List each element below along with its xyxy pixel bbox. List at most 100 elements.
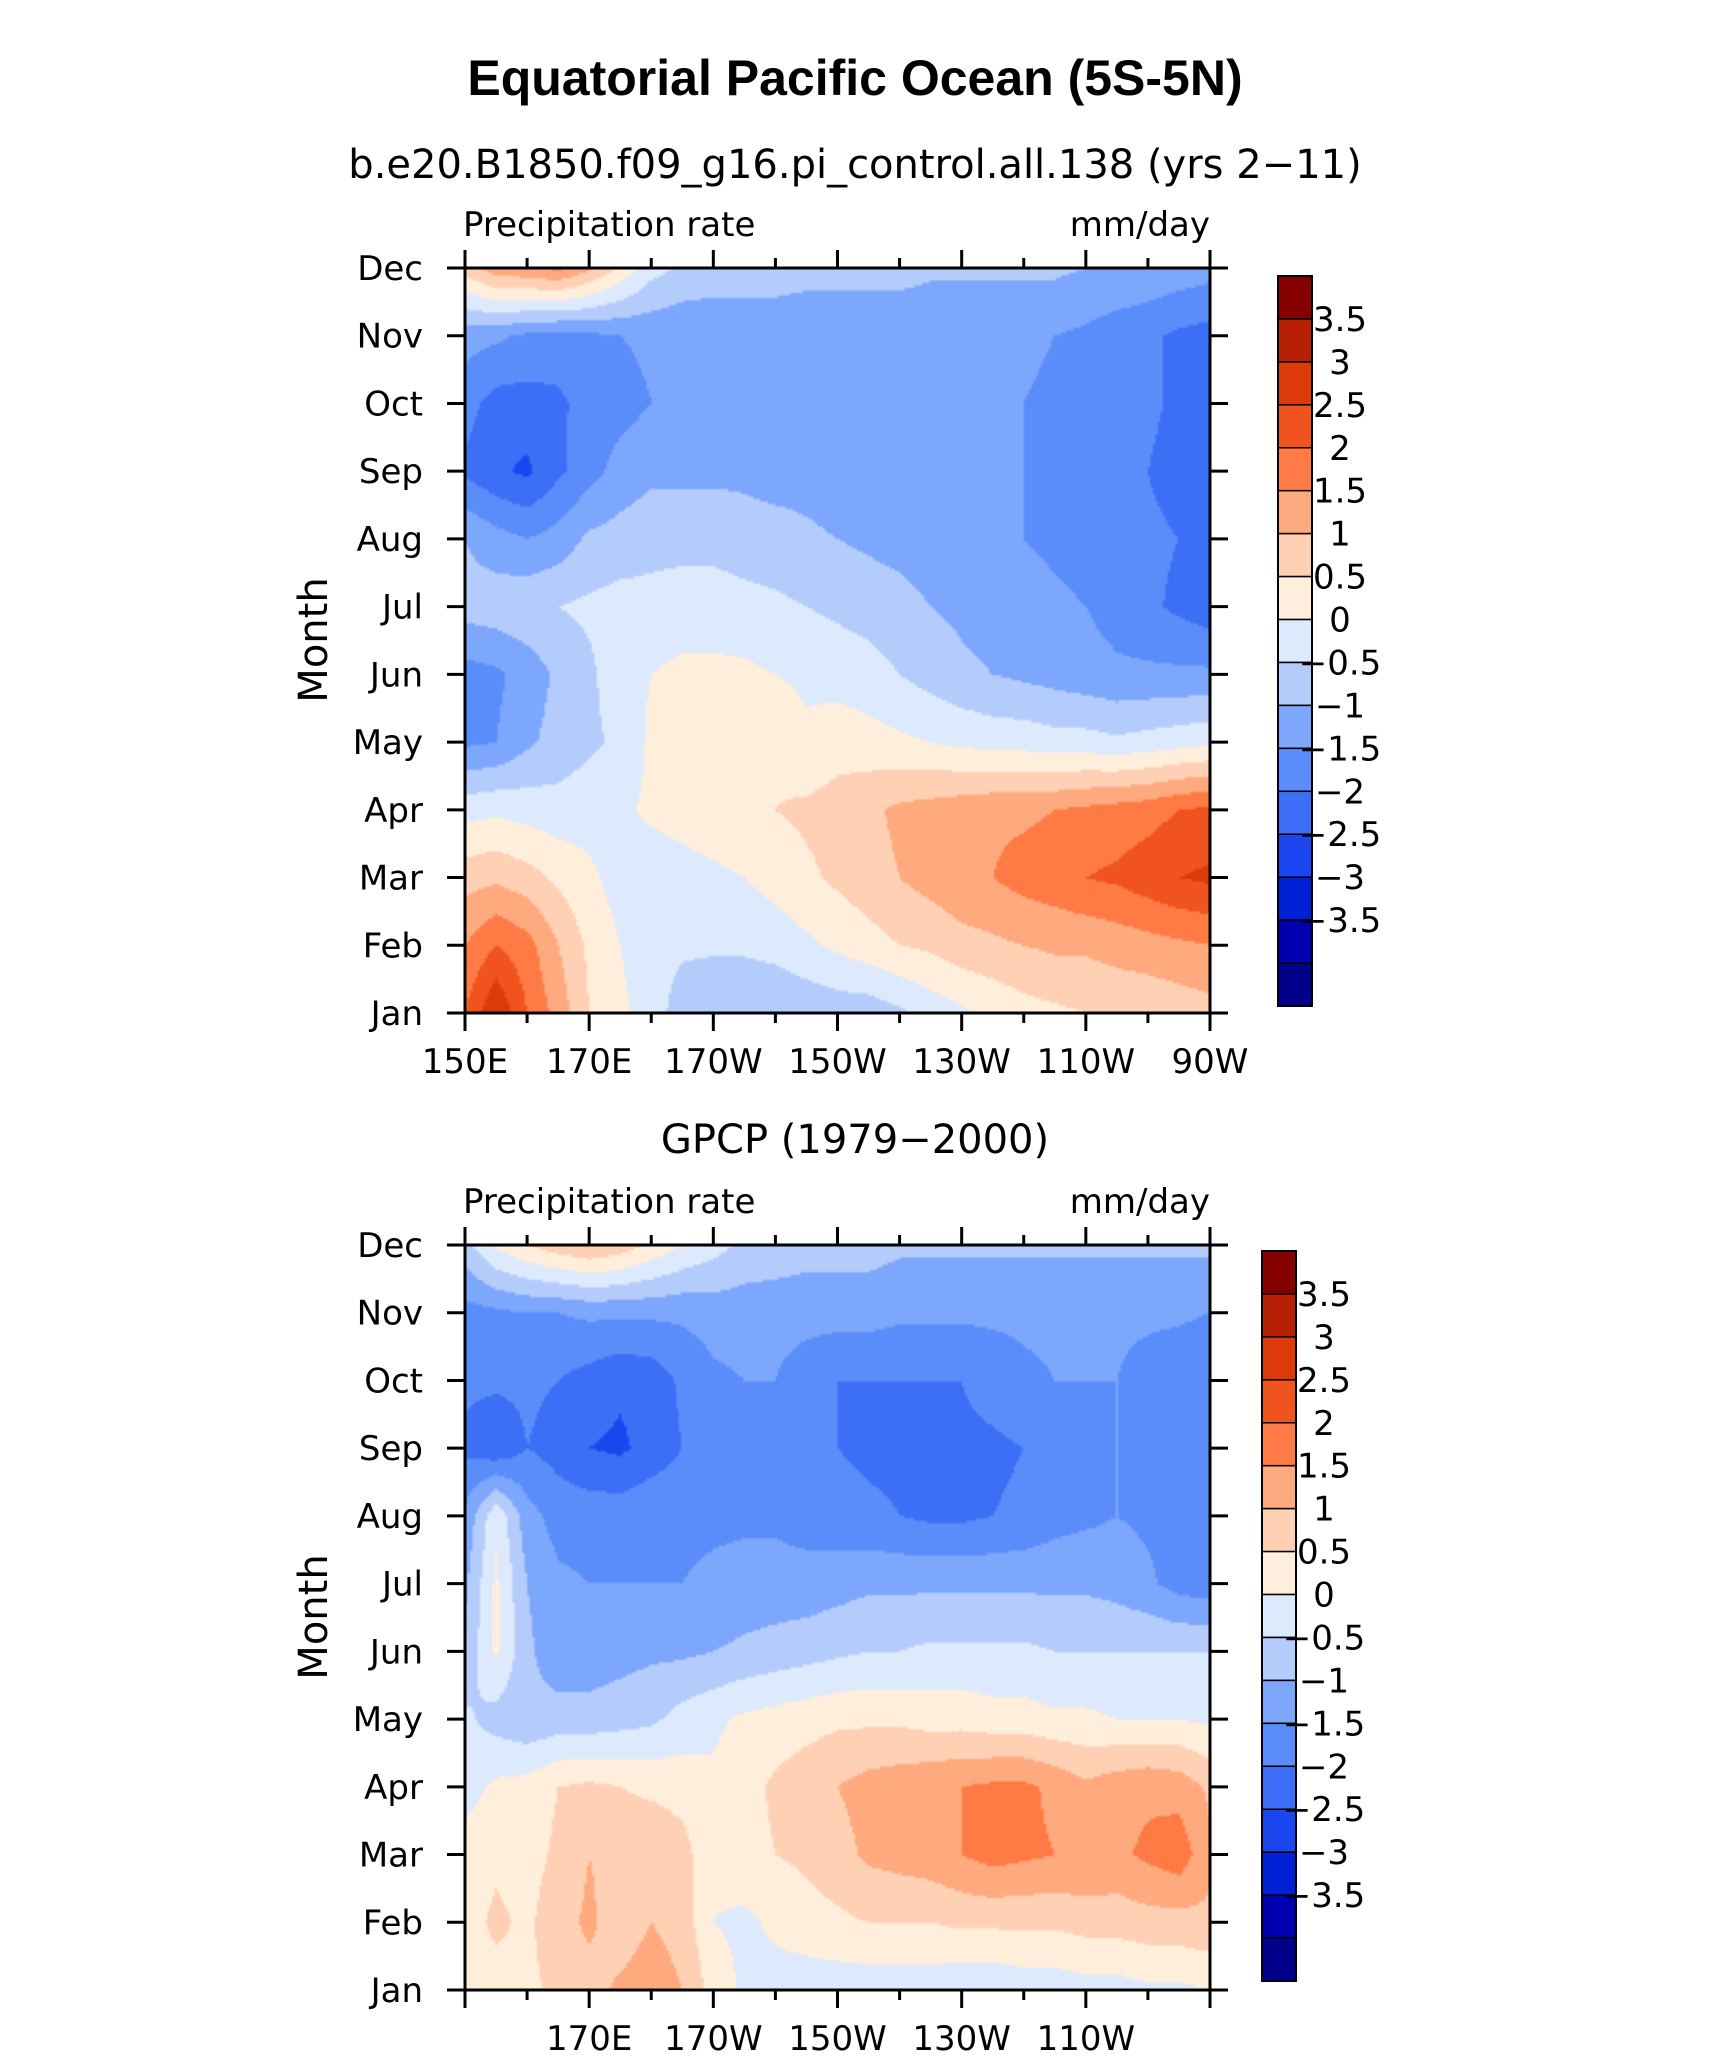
y-tick-label: Nov <box>357 1294 423 1334</box>
colorbar-label: −2.5 <box>1283 1790 1366 1830</box>
colorbar-swatch <box>1261 1550 1297 1596</box>
colorbar-label: 0 <box>1329 601 1351 641</box>
y-tick-label: Sep <box>359 1429 423 1469</box>
panel-obs-plot <box>465 1245 1210 1990</box>
colorbar-label: 0 <box>1313 1576 1335 1616</box>
panel-obs-ylabel: Month <box>291 1554 337 1679</box>
panel-model-right-label: mm/day <box>1070 205 1210 245</box>
colorbar-swatch <box>1261 1379 1297 1424</box>
colorbar-swatch <box>1261 1293 1297 1338</box>
colorbar-label: 3.5 <box>1297 1275 1351 1315</box>
colorbar-label: 2 <box>1313 1404 1335 1444</box>
y-tick-label: Apr <box>364 791 423 831</box>
y-tick-label: Aug <box>357 520 423 560</box>
y-tick-label: Sep <box>359 452 423 492</box>
colorbar-swatch <box>1277 962 1313 1007</box>
colorbar-swatch <box>1277 575 1313 621</box>
colorbar-label: 3 <box>1329 343 1351 383</box>
x-tick-label: 150E <box>422 1042 508 1082</box>
y-tick-label: Dec <box>357 249 423 289</box>
y-tick-label: Jan <box>369 1971 423 2011</box>
y-tick-label: Jun <box>368 1632 423 1672</box>
colorbar-swatch <box>1261 1937 1297 1982</box>
x-tick-label: 170E <box>546 2019 632 2059</box>
colorbar-label: 2 <box>1329 429 1351 469</box>
panel-obs-left-label: Precipitation rate <box>463 1182 755 1222</box>
colorbar-frame <box>1277 275 1313 1007</box>
colorbar-label: 2.5 <box>1297 1361 1351 1401</box>
colorbar-label: 0.5 <box>1313 558 1367 598</box>
panel-model-ticks: Jan Feb Mar Apr May Jun Jul Aug Sep Oct Nov Dec 150E… <box>353 249 1249 1082</box>
colorbar-label: −2 <box>1299 1747 1349 1787</box>
y-tick-label: Feb <box>363 1903 423 1943</box>
colorbar-swatch <box>1277 318 1313 363</box>
x-tick-label: 110W <box>1037 2019 1136 2059</box>
panel-obs-right-label: mm/day <box>1070 1182 1210 1222</box>
y-tick-label: Feb <box>363 926 423 966</box>
colorbar-swatch <box>1277 275 1313 320</box>
y-tick-label: Jul <box>380 588 423 628</box>
x-tick-label: 170W <box>664 2019 763 2059</box>
y-tick-label: Apr <box>364 1768 423 1808</box>
colorbar-label: −2 <box>1315 772 1365 812</box>
y-tick-label: Oct <box>364 384 423 424</box>
colorbar-label: 1 <box>1329 515 1351 555</box>
panel-model: b.e20.B1850.f09_g16.pi_control.all.138 (… <box>291 142 1381 1082</box>
colorbar-label: −0.5 <box>1283 1618 1366 1658</box>
colorbar-label: 3.5 <box>1313 300 1367 340</box>
colorbar-swatch <box>1261 1636 1297 1682</box>
colorbar-label: −1 <box>1299 1661 1349 1701</box>
colorbar-label: 0.5 <box>1297 1533 1351 1573</box>
panel-obs-ticks: Jan Feb Mar Apr May Jun Jul Aug Sep Oct Nov Dec 170E… <box>353 1226 1228 2059</box>
colorbar-swatch <box>1261 1250 1297 1295</box>
panel-obs-heatmap <box>465 1245 1210 1990</box>
y-tick-label: Mar <box>359 1836 423 1876</box>
colorbar-swatch <box>1261 1679 1297 1725</box>
colorbar-swatch <box>1261 1722 1297 1768</box>
y-tick-label: May <box>353 1700 423 1740</box>
colorbar-label: 2.5 <box>1313 386 1367 426</box>
y-tick-label: Nov <box>357 317 423 357</box>
x-tick-label: 130W <box>912 2019 1011 2059</box>
colorbar-label: −3 <box>1299 1833 1349 1873</box>
colorbar-swatch <box>1277 361 1313 406</box>
figure-title: Equatorial Pacific Ocean (5S-5N) <box>467 50 1242 106</box>
x-tick-label: 150W <box>788 2019 887 2059</box>
y-tick-label: May <box>353 723 423 763</box>
colorbar-swatch <box>1277 404 1313 449</box>
y-tick-label: Jul <box>380 1565 423 1605</box>
panel-model-colorbar: 3.532.521.510.50−0.5−1−1.5−2−2.5−3−3.5 <box>1277 275 1382 1007</box>
y-tick-label: Oct <box>364 1361 423 1401</box>
panel-obs-colorbar: 3.532.521.510.50−0.5−1−1.5−2−2.5−3−3.5 <box>1261 1250 1366 1982</box>
x-tick-label: 90W <box>1172 1042 1249 1082</box>
panel-obs-title: GPCP (1979−2000) <box>661 1117 1049 1163</box>
colorbar-swatch <box>1277 447 1313 492</box>
y-tick-label: Aug <box>357 1497 423 1537</box>
colorbar-swatch <box>1261 1464 1297 1510</box>
colorbar-label: 1 <box>1313 1490 1335 1530</box>
x-tick-label: 110W <box>1037 1042 1136 1082</box>
colorbar-label: −1.5 <box>1299 729 1382 769</box>
colorbar-swatch <box>1277 833 1313 878</box>
colorbar-label: −3.5 <box>1299 901 1382 941</box>
panel-model-heatmap <box>465 268 1210 1013</box>
colorbar-swatch <box>1261 1422 1297 1467</box>
colorbar-swatch <box>1277 532 1313 578</box>
colorbar-label: 1.5 <box>1297 1447 1351 1487</box>
y-tick-label: Dec <box>357 1226 423 1266</box>
panel-model-left-label: Precipitation rate <box>463 205 755 245</box>
colorbar-label: 1.5 <box>1313 472 1367 512</box>
panel-model-ylabel: Month <box>291 577 337 702</box>
colorbar-label: −0.5 <box>1299 643 1382 683</box>
colorbar-swatch <box>1277 489 1313 535</box>
panel-model-title: b.e20.B1850.f09_g16.pi_control.all.138 (… <box>348 142 1361 188</box>
colorbar-swatch <box>1261 1808 1297 1853</box>
colorbar-label: −1 <box>1315 686 1365 726</box>
colorbar-label: −3.5 <box>1283 1876 1366 1916</box>
y-tick-label: Jun <box>368 655 423 695</box>
colorbar-swatch <box>1261 1336 1297 1381</box>
x-tick-label: 130W <box>912 1042 1011 1082</box>
x-tick-label: 150W <box>788 1042 887 1082</box>
y-tick-label: Mar <box>359 859 423 899</box>
